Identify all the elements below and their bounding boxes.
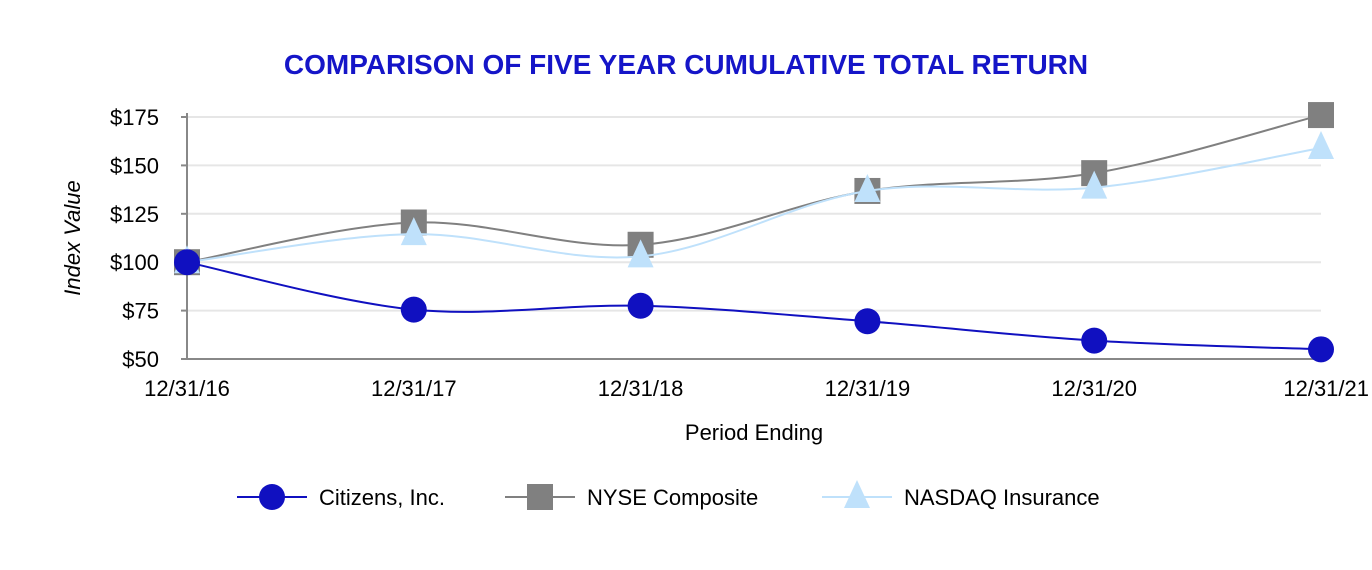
- series-line: [186, 114, 1322, 264]
- x-tick-label: 12/31/16: [144, 376, 230, 401]
- data-point-triangle: [1308, 130, 1334, 159]
- data-point-circle: [1081, 327, 1108, 354]
- y-tick-label: $150: [110, 153, 159, 178]
- data-point-circle: [174, 249, 200, 276]
- data-point-square: [1308, 102, 1334, 129]
- legend-marker-triangle-icon: [844, 480, 870, 508]
- series-citizens-inc-: [174, 249, 1334, 363]
- legend-label: NASDAQ Insurance: [904, 485, 1100, 510]
- data-point-circle: [1308, 336, 1334, 363]
- data-point-triangle: [400, 217, 427, 246]
- data-point-circle: [400, 296, 427, 323]
- series-line: [186, 146, 1322, 264]
- y-tick-label: $175: [110, 105, 159, 130]
- legend-item: NYSE Composite: [505, 484, 758, 510]
- x-axis-label: Period Ending: [685, 420, 823, 445]
- data-point-circle: [854, 308, 881, 335]
- legend-label: Citizens, Inc.: [319, 485, 445, 510]
- series-line: [186, 261, 1322, 351]
- legend-marker-circle-icon: [259, 484, 285, 510]
- y-tick-label: $100: [110, 250, 159, 275]
- chart-title: COMPARISON OF FIVE YEAR CUMULATIVE TOTAL…: [284, 49, 1088, 80]
- legend-label: NYSE Composite: [587, 485, 758, 510]
- x-tick-label: 12/31/17: [371, 376, 457, 401]
- legend-marker-square-icon: [527, 484, 553, 510]
- y-axis-label: Index Value: [60, 180, 85, 295]
- y-tick-label: $75: [122, 299, 159, 324]
- x-tick-label: 12/31/20: [1051, 376, 1137, 401]
- x-tick-label: 12/31/21: [1283, 376, 1369, 401]
- y-tick-label: $50: [122, 347, 159, 372]
- data-point-triangle: [854, 173, 881, 202]
- data-point-triangle: [627, 239, 654, 268]
- data-point-triangle: [1081, 170, 1108, 199]
- series-nasdaq-insurance: [174, 130, 1334, 274]
- x-tick-label: 12/31/18: [598, 376, 684, 401]
- y-tick-label: $125: [110, 202, 159, 227]
- x-tick-label: 12/31/19: [825, 376, 911, 401]
- data-point-circle: [627, 292, 654, 319]
- series-nyse-composite: [174, 102, 1334, 276]
- legend-item: NASDAQ Insurance: [822, 480, 1100, 510]
- legend-item: Citizens, Inc.: [237, 484, 445, 510]
